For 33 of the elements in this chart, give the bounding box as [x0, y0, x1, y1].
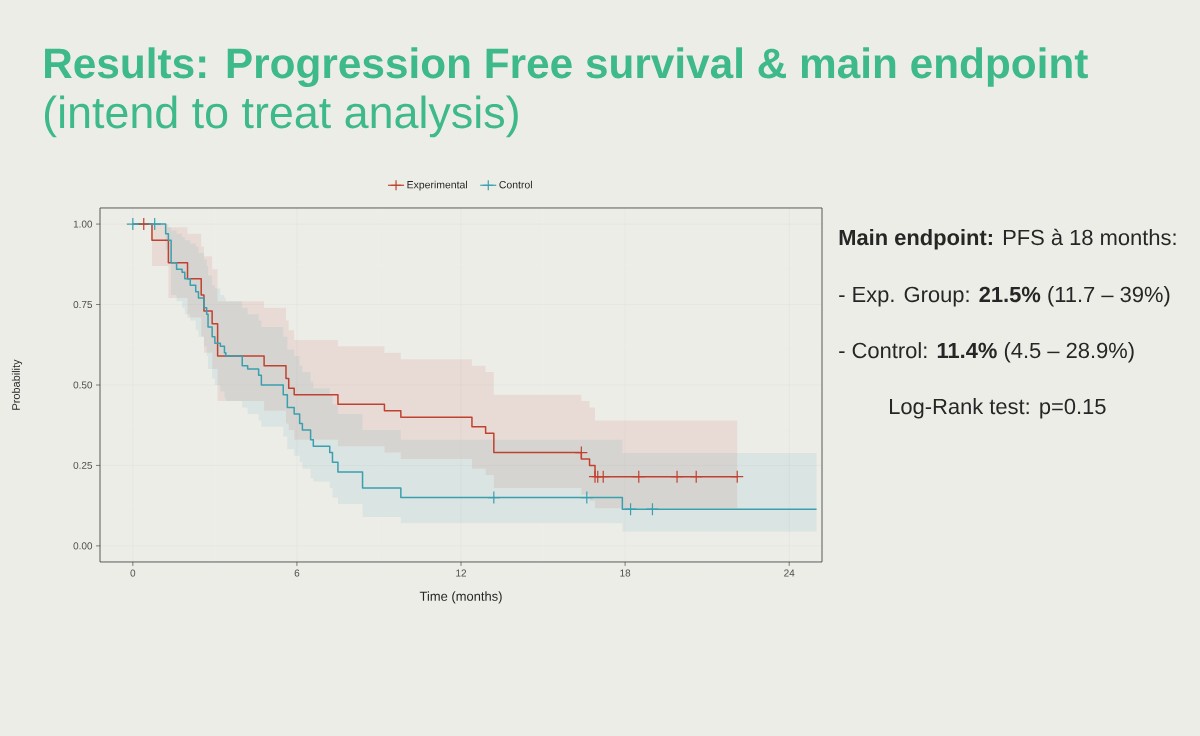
x-tick-label: 18 — [620, 569, 631, 577]
chart-subtitle: (intend to treat analysis) — [44, 95, 518, 138]
point — [689, 470, 703, 484]
point — [148, 217, 162, 231]
point — [645, 502, 660, 516]
point — [596, 470, 610, 484]
x-tick-label: 0 — [130, 569, 136, 577]
point — [574, 445, 588, 460]
point — [730, 470, 744, 484]
y-tick-label: 0.25 — [73, 461, 93, 469]
legend-label: Experimental — [407, 180, 467, 191]
text: - Exp. Group: 21.5% (11.7 – 39%) — [839, 286, 1170, 307]
point — [623, 502, 638, 516]
x-tick-label: 12 — [456, 569, 467, 577]
y-tick-label: 0.75 — [73, 301, 93, 309]
chart-title: Results: Progression Free survival & main endpoint — [45, 47, 1088, 87]
x-tick-label: 24 — [784, 569, 795, 577]
point — [632, 470, 646, 484]
point — [137, 217, 151, 231]
text: - Control: 11.4% (4.5 – 28.9%) — [839, 342, 1134, 363]
y-tick-label: 1.00 — [73, 220, 93, 228]
x-tick-label: 6 — [294, 569, 300, 577]
point — [580, 491, 594, 505]
point — [487, 491, 501, 505]
y-tick-label: 0.00 — [73, 542, 93, 550]
text: Log-Rank test: p=0.15 — [890, 398, 1106, 419]
y-tick-label: 0.50 — [73, 381, 93, 389]
y-axis-title: Probability — [11, 359, 23, 410]
x-axis-title: Time (months) — [419, 591, 502, 604]
point — [126, 217, 140, 231]
text: Main endpoint: PFS à 18 months: — [839, 228, 1176, 250]
legend-label: Control — [499, 180, 532, 189]
point — [670, 470, 684, 484]
